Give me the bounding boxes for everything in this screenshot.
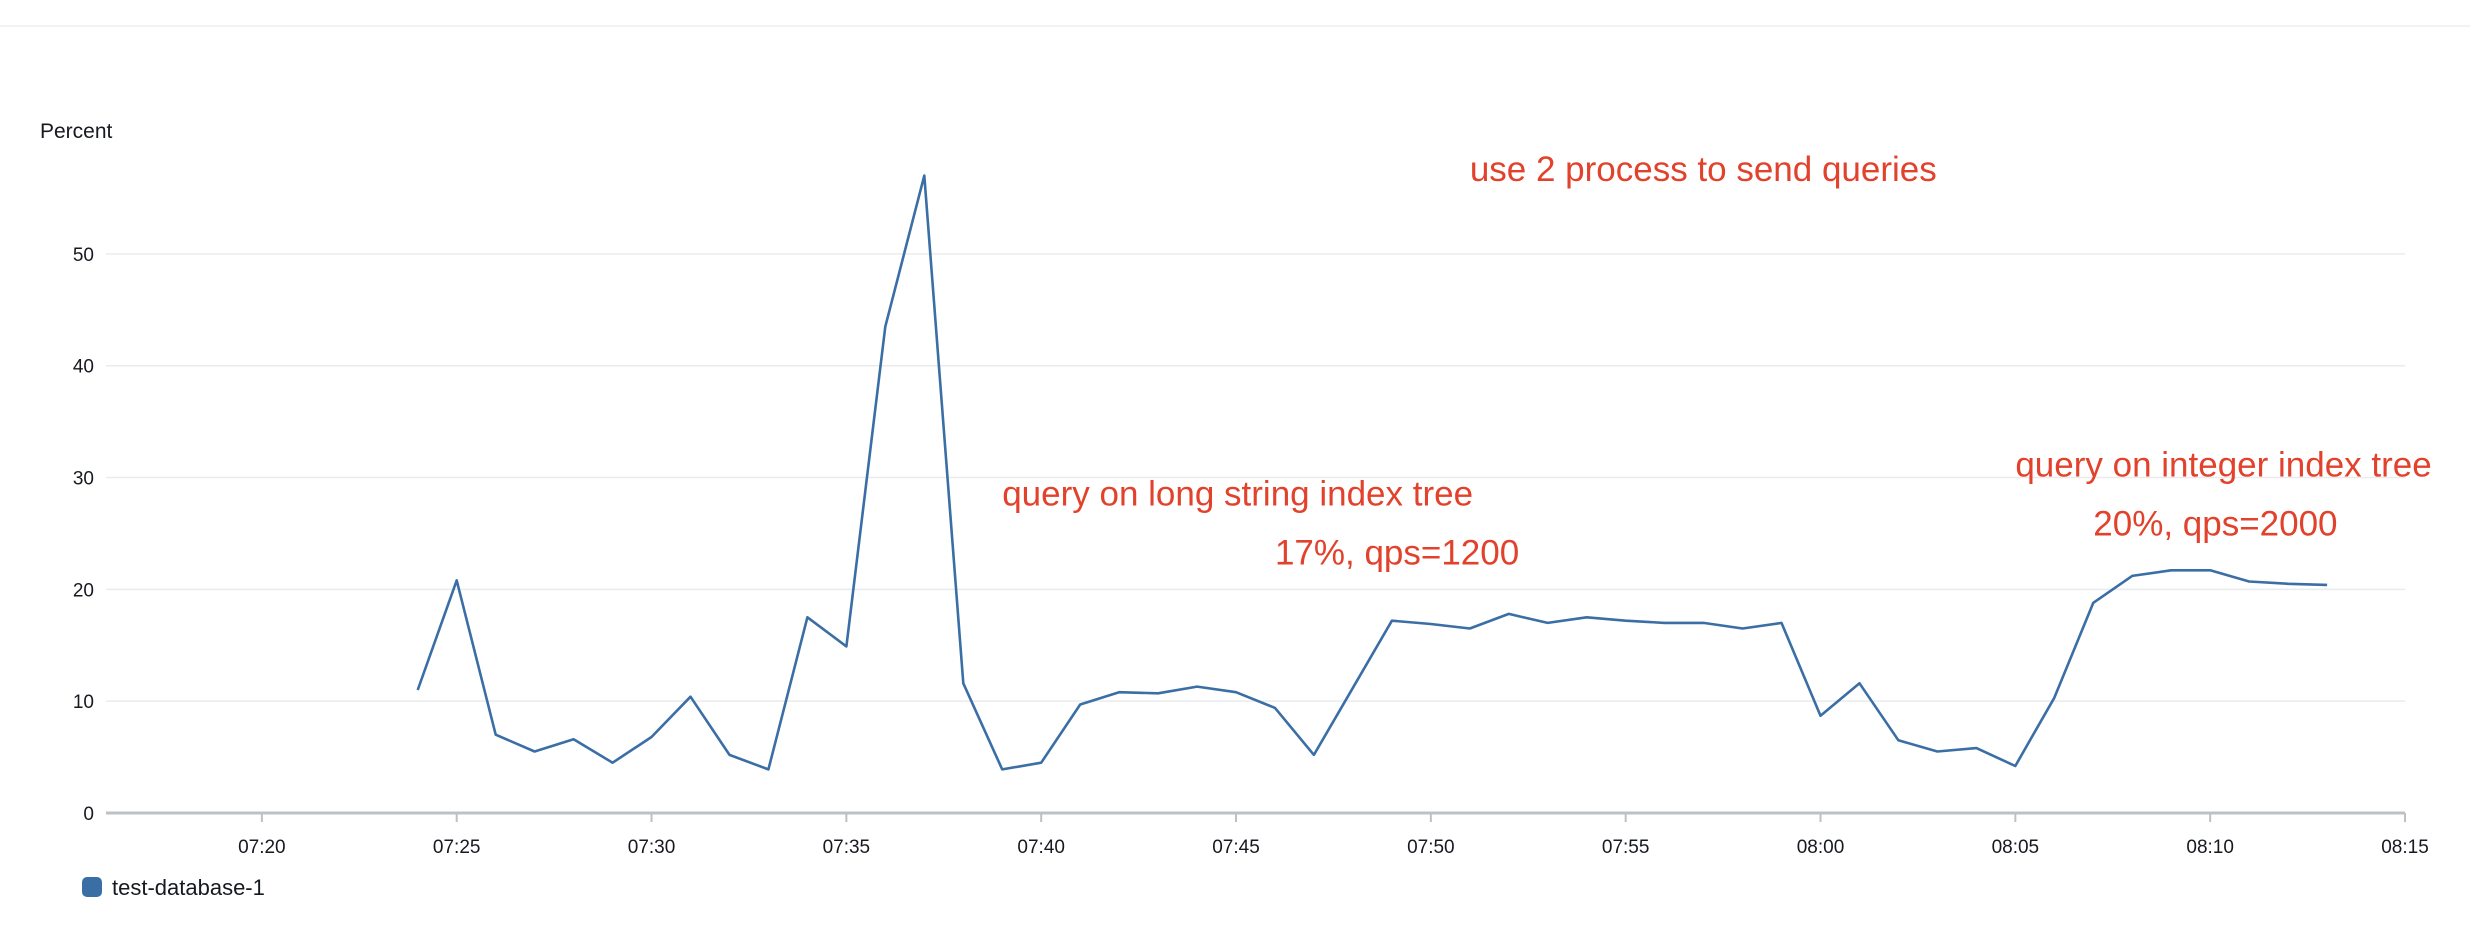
data-point[interactable] xyxy=(996,763,1008,775)
data-point[interactable] xyxy=(840,640,852,652)
annotation-text: 17%, qps=1200 xyxy=(1275,534,1519,573)
annotations: use 2 process to send queries query on lo… xyxy=(1002,150,2432,573)
x-tick-label: 07:25 xyxy=(433,837,481,858)
data-point[interactable] xyxy=(2321,579,2333,591)
annotation-text: query on long string index tree xyxy=(1002,474,1473,513)
data-point[interactable] xyxy=(1581,611,1593,623)
data-point[interactable] xyxy=(529,745,541,757)
data-point[interactable] xyxy=(1035,757,1047,769)
data-point[interactable] xyxy=(2087,597,2099,609)
data-point[interactable] xyxy=(1970,742,1982,754)
y-tick-label: 20 xyxy=(73,580,94,601)
data-point[interactable] xyxy=(1230,686,1242,698)
y-tick-label: 0 xyxy=(83,804,94,825)
legend-label[interactable]: test-database-1 xyxy=(112,875,265,900)
data-point[interactable] xyxy=(1152,687,1164,699)
data-point[interactable] xyxy=(1698,617,1710,629)
data-point[interactable] xyxy=(1776,617,1788,629)
x-tick-label: 07:45 xyxy=(1212,837,1260,858)
data-point[interactable] xyxy=(2282,578,2294,590)
x-tick-label: 08:10 xyxy=(2186,837,2234,858)
data-point[interactable] xyxy=(646,731,658,743)
data-point[interactable] xyxy=(2048,692,2060,704)
data-point[interactable] xyxy=(2243,576,2255,588)
data-point[interactable] xyxy=(723,749,735,761)
y-tick-label: 30 xyxy=(73,469,94,490)
data-point[interactable] xyxy=(2126,570,2138,582)
data-point[interactable] xyxy=(1113,686,1125,698)
data-point[interactable] xyxy=(1191,681,1203,693)
data-point[interactable] xyxy=(1464,622,1476,634)
data-point[interactable] xyxy=(1503,608,1515,620)
x-tick-label: 07:30 xyxy=(628,837,676,858)
legend[interactable]: test-database-1 xyxy=(82,875,265,900)
y-tick-label: 10 xyxy=(73,692,94,713)
data-point[interactable] xyxy=(412,684,424,696)
y-tick-label: 50 xyxy=(73,245,94,266)
data-point[interactable] xyxy=(1620,615,1632,627)
data-point[interactable] xyxy=(607,757,619,769)
x-tick-label: 08:00 xyxy=(1797,837,1845,858)
data-point[interactable] xyxy=(1425,618,1437,630)
gridlines xyxy=(106,253,2405,702)
data-point[interactable] xyxy=(801,611,813,623)
data-point[interactable] xyxy=(1386,615,1398,627)
data-point[interactable] xyxy=(1269,702,1281,714)
x-tick-label: 08:05 xyxy=(1992,837,2040,858)
data-point[interactable] xyxy=(1308,749,1320,761)
data-point[interactable] xyxy=(1892,734,1904,746)
legend-swatch[interactable] xyxy=(82,877,102,897)
x-tick-label: 07:55 xyxy=(1602,837,1650,858)
data-point[interactable] xyxy=(568,733,580,745)
annotation-text: use 2 process to send queries xyxy=(1470,150,1937,189)
data-point[interactable] xyxy=(1659,617,1671,629)
data-point[interactable] xyxy=(2009,760,2021,772)
data-point[interactable] xyxy=(1931,745,1943,757)
data-point[interactable] xyxy=(1853,677,1865,689)
data-point[interactable] xyxy=(490,729,502,741)
data-point[interactable] xyxy=(1074,699,1086,711)
x-tick-label: 07:50 xyxy=(1407,837,1455,858)
data-point[interactable] xyxy=(451,574,463,586)
data-point[interactable] xyxy=(684,691,696,703)
data-point[interactable] xyxy=(762,763,774,775)
data-point[interactable] xyxy=(1542,617,1554,629)
data-point[interactable] xyxy=(2204,564,2216,576)
data-point[interactable] xyxy=(1347,682,1359,694)
data-point[interactable] xyxy=(1737,622,1749,634)
data-point[interactable] xyxy=(957,677,969,689)
annotation-text: query on integer index tree xyxy=(2015,445,2431,484)
data-point[interactable] xyxy=(1815,710,1827,722)
annotation-text: 20%, qps=2000 xyxy=(2093,505,2337,544)
x-tick-label: 07:35 xyxy=(823,837,871,858)
x-tick-label: 07:40 xyxy=(1017,837,1065,858)
data-point[interactable] xyxy=(879,321,891,333)
y-axis-ticks: 0 10 20 30 40 50 xyxy=(73,245,94,825)
series-lines xyxy=(412,170,2333,775)
x-axis: 07:20 07:25 07:30 07:35 07:40 07:45 07:50 07:55… xyxy=(106,811,2429,858)
x-tick-label: 07:20 xyxy=(238,837,286,858)
y-axis-label: Percent xyxy=(40,120,113,143)
y-tick-label: 40 xyxy=(73,357,94,378)
x-tick-label: 08:15 xyxy=(2381,837,2429,858)
data-point[interactable] xyxy=(2165,564,2177,576)
series-line-0 xyxy=(416,174,2328,771)
data-point[interactable] xyxy=(918,170,930,182)
